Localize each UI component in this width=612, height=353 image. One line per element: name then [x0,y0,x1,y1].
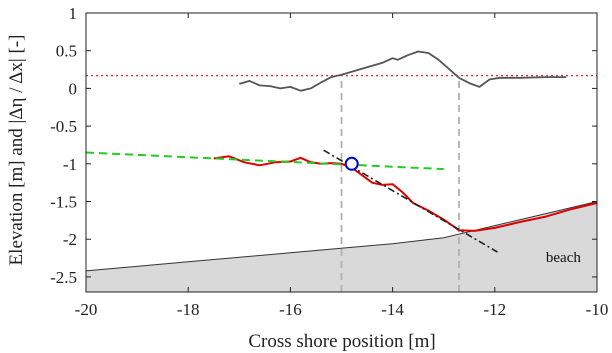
y-tick-label: 1 [69,4,78,23]
y-tick-label: -2 [63,230,77,249]
x-tick-label: -14 [381,300,404,319]
beach-annotation: beach [546,250,581,266]
y-tick-label: 0 [69,79,78,98]
x-tick-label: -18 [177,300,200,319]
intersection-marker [344,156,359,171]
x-tick-label: -20 [75,300,98,319]
tick-labels-layer: -20 -18 -16 -14 -12 -10 1 0.5 0 -0.5 -1 -1.5 -2 -2.5 [50,4,608,319]
y-tick-label: -0.5 [50,117,77,136]
green-dashed-line [85,151,444,171]
x-tick-label: -16 [279,300,302,319]
plot-frame [85,12,598,293]
axes-layer [85,12,598,293]
y-tick-label: -1.5 [50,193,77,212]
beach-fill-area [86,201,597,292]
y-tick-label: -2.5 [50,268,77,287]
y-tick-label: 0.5 [56,42,77,61]
beach-fill-layer [86,201,597,292]
beach-bed-line [85,201,598,272]
annotation-layer: beach [546,250,581,266]
y-axis-title: Elevation [m] and |Δη / Δx| [-] [6,35,27,266]
red-profile-line [213,155,598,232]
x-axis-title: Cross shore position [m] [248,331,435,352]
marker-layer [344,156,359,171]
gradient-curve-line [239,50,567,92]
x-tick-label: -12 [483,300,506,319]
x-tick-label: -10 [586,300,609,319]
y-tick-label: -1 [63,155,77,174]
